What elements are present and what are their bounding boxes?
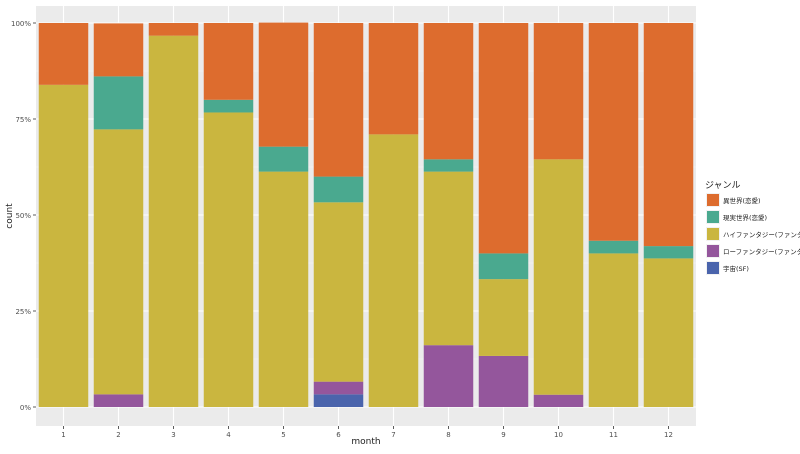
bar-segment: [313, 394, 364, 407]
bar-segment: [423, 23, 474, 160]
x-axis: 1 2 3 4 5 6 7 8 9 10 11 12: [61, 426, 673, 439]
bar-segment: [313, 381, 364, 395]
bar-segment: [93, 23, 144, 77]
y-tick-label: 0%: [20, 404, 31, 412]
y-tick-label: 100%: [11, 20, 31, 28]
bar-segment: [313, 202, 364, 382]
y-tick-label: 50%: [15, 212, 31, 220]
y-tick-label: 75%: [15, 116, 31, 124]
bar-segment: [38, 23, 89, 85]
bar-segment: [258, 22, 309, 147]
x-tick-label: 8: [446, 431, 450, 439]
bar-segment: [588, 253, 639, 407]
bar-segment: [588, 23, 639, 241]
legend-title: ジャンル: [705, 181, 741, 191]
bar-segment: [203, 112, 254, 408]
legend-swatch: [707, 245, 719, 257]
bar-segment: [643, 258, 694, 407]
bar-segment: [148, 35, 199, 408]
x-tick-label: 1: [61, 431, 65, 439]
bar-segment: [93, 76, 144, 130]
x-tick-label: 12: [664, 431, 673, 439]
bar-segment: [423, 345, 474, 407]
bars: [38, 22, 694, 408]
y-axis-title: count: [5, 203, 15, 229]
bar-segment: [203, 23, 254, 100]
bar-segment: [478, 253, 529, 280]
bar-segment: [643, 23, 694, 247]
bar-segment: [478, 23, 529, 254]
x-axis-title: month: [351, 437, 380, 447]
legend: ジャンル 異世界(恋愛) 現実世界(恋愛) ハイファンタジー(ファンタジー) ローファ…: [705, 181, 800, 275]
x-tick-label: 11: [609, 431, 618, 439]
bar-segment: [533, 159, 584, 395]
legend-swatch: [707, 211, 719, 223]
x-tick-label: 3: [171, 431, 175, 439]
bar-segment: [38, 84, 89, 407]
bar-segment: [148, 23, 199, 36]
bar-segment: [423, 159, 474, 172]
bar-segment: [93, 394, 144, 407]
bar-segment: [423, 171, 474, 346]
legend-swatch: [707, 262, 719, 274]
x-tick-label: 2: [116, 431, 120, 439]
bar-segment: [588, 240, 639, 254]
y-axis: 0% 25% 50% 75% 100%: [11, 20, 36, 412]
bar-segment: [258, 171, 309, 407]
legend-swatch: [707, 194, 719, 206]
bar-segment: [203, 99, 254, 113]
x-tick-label: 6: [336, 431, 341, 439]
x-tick-label: 7: [391, 431, 395, 439]
legend-label: 異世界(恋愛): [723, 196, 761, 205]
bar-segment: [368, 134, 419, 408]
bar-segment: [478, 279, 529, 356]
bar-segment: [533, 23, 584, 160]
y-tick-label: 25%: [15, 308, 31, 316]
bar-segment: [533, 394, 584, 407]
legend-swatch: [707, 228, 719, 240]
bar-segment: [93, 129, 144, 395]
x-tick-label: 9: [501, 431, 505, 439]
legend-label: 宇宙(SF): [723, 264, 749, 273]
legend-label: ハイファンタジー(ファンタジー): [723, 230, 800, 239]
legend-label: 現実世界(恋愛): [723, 213, 767, 222]
bar-segment: [368, 23, 419, 135]
panel-background: [36, 6, 696, 426]
bar-segment: [643, 246, 694, 259]
bar-segment: [313, 23, 364, 177]
bar-segment: [258, 146, 309, 172]
x-tick-label: 5: [281, 431, 285, 439]
x-tick-label: 10: [554, 431, 563, 439]
bar-segment: [313, 176, 364, 203]
bar-segment: [478, 355, 529, 407]
legend-label: ローファンタジー(ファンタジー): [723, 247, 800, 256]
x-tick-label: 4: [226, 431, 231, 439]
